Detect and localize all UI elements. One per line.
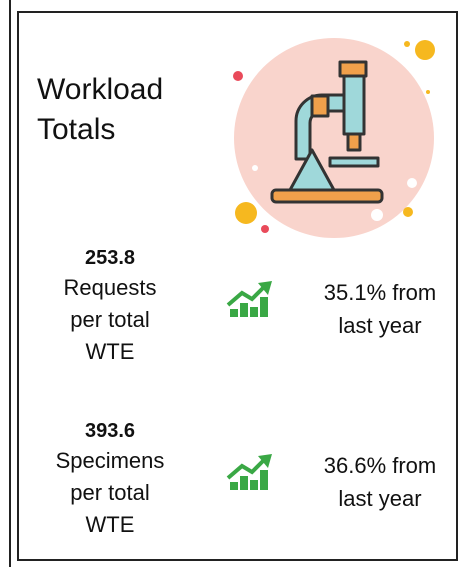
dot <box>407 178 417 188</box>
dot <box>403 207 413 217</box>
title-line: Totals <box>37 113 115 146</box>
microscope <box>270 60 384 204</box>
dot <box>261 225 269 233</box>
metric-label: Requests <box>64 275 157 300</box>
dot <box>426 90 430 94</box>
metric-label: WTE <box>86 339 135 364</box>
icon-arrowhead <box>258 281 272 295</box>
metric-value: 253.8 <box>85 247 135 269</box>
icon-bar <box>230 309 238 317</box>
dot <box>371 209 383 221</box>
icon-bar <box>250 307 258 317</box>
dot <box>252 165 258 171</box>
icon-arrowhead <box>258 454 272 468</box>
trend-icon <box>226 281 272 317</box>
icon-bar <box>240 303 248 317</box>
title-line: Workload <box>37 73 163 106</box>
icon-bar <box>230 482 238 490</box>
dot <box>404 41 410 47</box>
metric: 253.8 Requests per total WTE 35.1% from last … <box>64 247 437 364</box>
dot <box>415 40 435 60</box>
illustration-circle <box>234 38 434 238</box>
title: Workload Totals <box>37 73 163 146</box>
icon-arrow <box>226 285 266 307</box>
icon-bar <box>240 476 248 490</box>
metrics: 253.8 Requests per total WTE 35.1% from last … <box>56 247 437 537</box>
icon-bar <box>260 297 268 317</box>
dot <box>235 202 257 224</box>
icon-bar <box>260 470 268 490</box>
trend-icon <box>226 454 272 490</box>
metric-change: 35.1% from <box>324 280 437 305</box>
icon-arrow <box>226 458 266 480</box>
metric-value: 393.6 <box>85 420 135 442</box>
card-border <box>17 11 458 561</box>
metric: 393.6 Specimens per total WTE 36.6% from last… <box>56 420 437 537</box>
metric-label: WTE <box>86 512 135 537</box>
dot <box>233 71 243 81</box>
metric-change: last year <box>338 313 421 338</box>
metric-label: per total <box>70 480 150 505</box>
metric-label: per total <box>70 307 150 332</box>
metric-label: Specimens <box>56 448 165 473</box>
microscope-illustration <box>233 38 435 238</box>
metric-change: 36.6% from <box>324 453 437 478</box>
metric-change: last year <box>338 486 421 511</box>
icon-bar <box>250 480 258 490</box>
